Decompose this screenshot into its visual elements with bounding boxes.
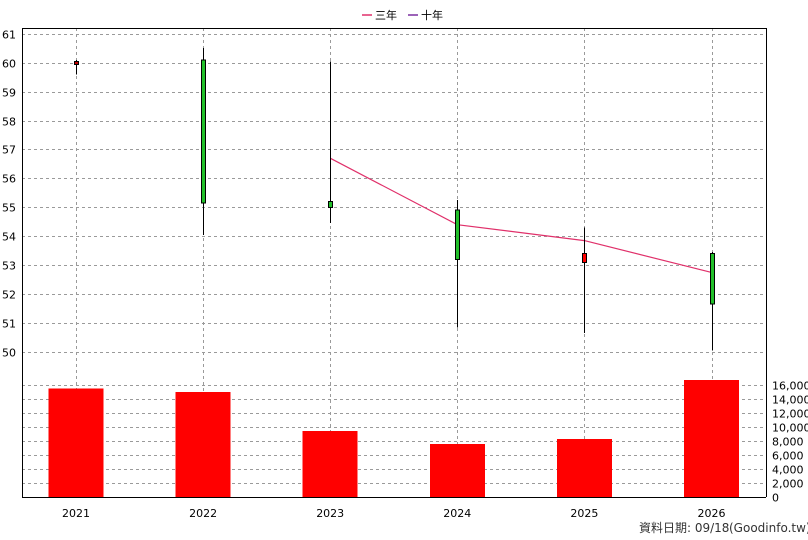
legend: 三年 十年 [362,8,443,22]
volume-tick-label: 4,000 [772,464,804,477]
candlesticks [74,48,715,351]
candle-body [328,201,333,208]
price-tick-label: 61 [2,29,16,42]
price-tick-label: 54 [2,231,16,244]
volume-bars [48,380,739,497]
footer-source: (Goodinfo.tw) [729,521,808,535]
axes [22,28,767,498]
volume-tick-label: 0 [772,492,779,505]
category-tick-label: 2025 [570,507,598,520]
volume-tick-label: 14,000 [772,394,808,407]
candle-body [74,60,79,65]
volume-tick-label: 10,000 [772,422,808,435]
volume-bar [302,431,358,497]
price-tick-label: 59 [2,87,16,100]
price-tick-label: 52 [2,289,16,302]
price-tick-label: 60 [2,58,16,71]
volume-bar [556,438,612,497]
price-tick-label: 57 [2,144,16,157]
footer-date-label: 資料日期: 09/18 [639,521,729,535]
candle-body [582,253,587,263]
category-tick-label: 2023 [316,507,344,520]
volume-bar [684,380,739,497]
candle-body [710,253,715,305]
volume-tick-label: 12,000 [772,408,808,421]
price-tick-label: 55 [2,202,16,215]
legend-label-10yr: 十年 [421,8,443,22]
category-tick-label: 2022 [189,507,217,520]
category-tick-label: 2024 [443,507,471,520]
volume-tick-label: 8,000 [772,436,804,449]
volume-bar [48,388,104,497]
volume-bar [175,392,231,497]
series-line [329,157,712,274]
tick-labels: 50 51 52 53 54 55 56 57 58 59 60 61 02,0004,0006,000… [2,29,808,521]
price-tick-label: 51 [2,318,16,331]
candle-body [455,209,460,260]
volume-tick-label: 2,000 [772,478,804,491]
candle-body [201,59,206,204]
price-tick-label: 58 [2,116,16,129]
legend-label-3yr: 三年 [375,8,397,22]
footer: 資料日期: 09/18 (Goodinfo.tw) [639,521,808,535]
volume-tick-label: 16,000 [772,380,808,393]
price-tick-label: 56 [2,173,16,186]
price-tick-label: 53 [2,260,16,273]
price-line-series [329,157,712,274]
price-tick-label: 50 [2,347,16,360]
grid-lines [22,28,766,497]
category-tick-label: 2026 [698,507,726,520]
volume-bar [429,443,485,497]
volume-tick-label: 6,000 [772,450,804,463]
category-tick-label: 2021 [62,507,90,520]
